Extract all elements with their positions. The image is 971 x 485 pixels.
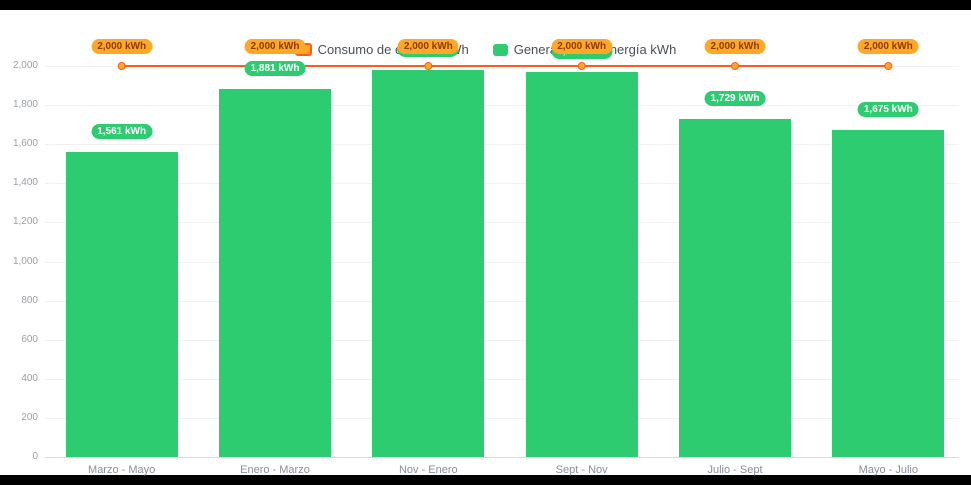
generation-bar[interactable] bbox=[219, 89, 331, 457]
line-value-label: 2,000 kWh bbox=[244, 39, 306, 54]
gridline bbox=[45, 261, 959, 263]
gridline bbox=[45, 378, 959, 380]
line-value-label: 2,000 kWh bbox=[857, 39, 919, 54]
y-axis-tick-label: 800 bbox=[21, 294, 38, 306]
line-point-marker[interactable] bbox=[117, 62, 126, 70]
gridline bbox=[45, 300, 959, 302]
line-value-label: 2,000 kWh bbox=[397, 39, 459, 54]
gridline bbox=[45, 222, 959, 224]
line-value-label: 2,000 kWh bbox=[551, 39, 613, 54]
y-axis-tick-label: 1,800 bbox=[12, 99, 38, 111]
generacion-swatch-icon bbox=[492, 43, 508, 56]
x-axis-category-label: Mayo - Julio bbox=[858, 464, 918, 476]
generation-bar[interactable] bbox=[372, 69, 485, 457]
x-axis-category-label: Nov - Enero bbox=[398, 464, 458, 476]
line-value-label: 2,000 kWh bbox=[704, 39, 766, 54]
line-point-marker[interactable] bbox=[577, 62, 586, 70]
gridline bbox=[45, 105, 959, 107]
y-axis-tick-label: 1,600 bbox=[12, 138, 38, 150]
y-axis-tick-label: 200 bbox=[21, 411, 38, 423]
bar-value-label: 1,675 kWh bbox=[857, 101, 919, 117]
x-axis-category-label: Enero - Marzo bbox=[240, 464, 310, 476]
line-point-marker[interactable] bbox=[731, 62, 739, 70]
gridline bbox=[45, 417, 959, 419]
gridline bbox=[45, 457, 959, 458]
line-value-label: 2,000 kWh bbox=[91, 39, 153, 54]
gridline bbox=[45, 66, 959, 67]
bar-value-label: 1,561 kWh bbox=[91, 123, 153, 139]
x-axis-category-label: Marzo - Mayo bbox=[88, 464, 156, 476]
y-axis-tick-label: 1,200 bbox=[12, 216, 38, 228]
gridline bbox=[45, 183, 959, 185]
y-axis-tick-label: 1,000 bbox=[12, 255, 38, 267]
generation-bar[interactable] bbox=[65, 151, 178, 457]
y-axis-tick-label: 400 bbox=[21, 372, 38, 384]
line-point-marker[interactable] bbox=[884, 62, 893, 70]
generation-bar[interactable] bbox=[525, 72, 638, 457]
gridline bbox=[45, 339, 959, 341]
x-axis-category-label: Julio - Sept bbox=[707, 464, 763, 476]
y-axis-tick-label: 1,400 bbox=[12, 177, 38, 189]
y-axis-tick-label: 2,000 bbox=[12, 60, 38, 71]
bar-value-label: 1,881 kWh bbox=[244, 61, 306, 77]
generation-bar[interactable] bbox=[832, 129, 945, 457]
bar-value-label: 1,729 kWh bbox=[704, 90, 766, 106]
gridline bbox=[45, 144, 959, 146]
generation-bar[interactable] bbox=[679, 118, 791, 457]
line-point-marker[interactable] bbox=[424, 62, 433, 70]
y-axis-tick-label: 600 bbox=[21, 333, 38, 345]
x-axis-category-label: Sept - Nov bbox=[555, 464, 608, 476]
y-axis-tick-label: 0 bbox=[32, 451, 38, 462]
